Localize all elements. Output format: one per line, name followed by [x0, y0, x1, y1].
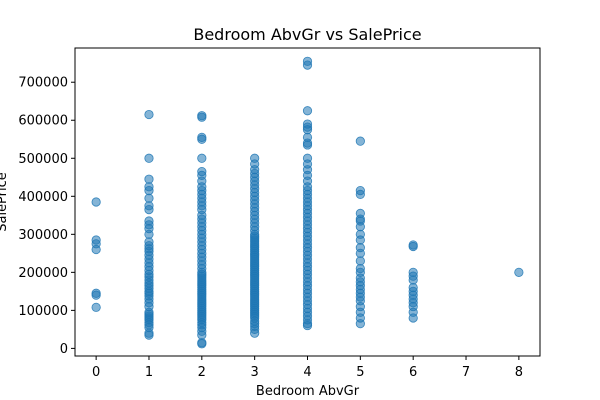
data-point [144, 201, 154, 211]
data-point [408, 240, 418, 250]
y-tick-label: 0 [60, 342, 68, 357]
x-tick-label: 5 [356, 365, 364, 380]
data-point [302, 119, 313, 129]
data-point [197, 111, 207, 121]
x-tick-label: 1 [145, 365, 153, 380]
x-axis-ticks: 0 1 2 3 4 5 6 7 8 [92, 356, 523, 380]
data-point [355, 136, 365, 146]
data-point [355, 229, 365, 239]
y-tick-label: 400000 [18, 190, 68, 205]
data-point [197, 132, 207, 142]
data-point [197, 338, 207, 348]
data-point [91, 235, 101, 245]
y-tick-label: 100000 [18, 304, 68, 319]
data-point [355, 243, 365, 253]
data-point [355, 256, 365, 266]
data-point [408, 267, 418, 277]
x-tick-label: 2 [198, 365, 206, 380]
x-tick-label: 6 [409, 365, 417, 380]
x-tick-label: 3 [251, 365, 259, 380]
data-point [197, 153, 207, 163]
data-point [144, 174, 154, 184]
x-tick-label: 7 [462, 365, 470, 380]
data-point [144, 109, 154, 120]
data-point [514, 267, 524, 277]
x-tick-label: 0 [92, 365, 100, 380]
data-point [250, 153, 260, 163]
y-axis-ticks: 0 100000 200000 300000 400000 500000 600000 700… [18, 76, 75, 357]
data-point [355, 208, 365, 219]
data-point [408, 282, 418, 293]
y-tick-label: 600000 [18, 114, 68, 129]
data-point [302, 153, 313, 163]
data-point [144, 237, 154, 247]
y-axis-label: SalePrice [0, 172, 10, 232]
y-tick-label: 500000 [18, 152, 68, 167]
data-point [355, 263, 365, 274]
x-axis-label: Bedroom AbvGr [256, 384, 360, 399]
data-point [302, 132, 313, 142]
x-tick-label: 8 [515, 365, 523, 380]
data-points [91, 56, 524, 349]
data-point [144, 153, 154, 163]
data-point [91, 302, 101, 312]
chart-title: Bedroom AbvGr vs SalePrice [193, 25, 421, 44]
x-tick-label: 4 [303, 365, 311, 380]
y-tick-label: 300000 [18, 228, 68, 243]
y-tick-label: 700000 [18, 76, 68, 91]
data-point [144, 216, 154, 226]
data-point [144, 193, 154, 203]
y-tick-label: 200000 [18, 266, 68, 281]
data-point [91, 197, 101, 207]
data-point [91, 288, 101, 298]
data-point [302, 56, 313, 66]
data-point [302, 106, 313, 116]
data-point [197, 166, 207, 177]
data-point [355, 185, 365, 196]
data-point [144, 182, 154, 192]
